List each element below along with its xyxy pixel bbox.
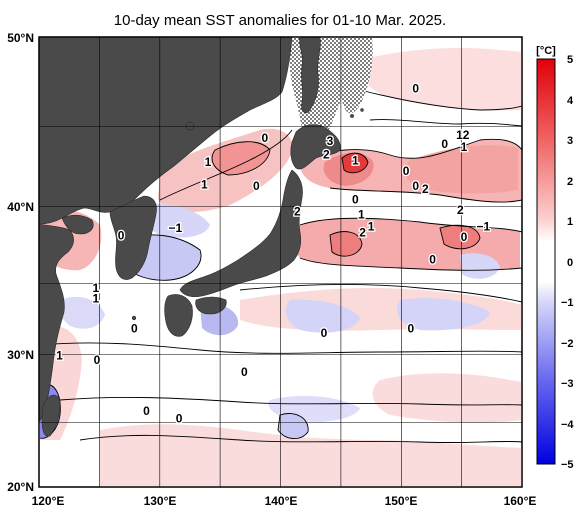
contour-label: 2 — [323, 148, 330, 162]
contour-label: 0 — [408, 322, 415, 336]
contour-label: 0 — [143, 404, 150, 418]
contour-label: 0 — [461, 230, 468, 244]
contour-label: 1 — [92, 292, 99, 306]
colorbar: [°C] 5 4 3 2 1 0 −1 −2 −3 −4 −5 — [536, 45, 574, 471]
colorbar-tick-label: −4 — [561, 419, 574, 431]
contour-lines — [39, 89, 522, 444]
colorbar-ticks: 5 4 3 2 1 0 −1 −2 −3 −4 −5 — [561, 54, 574, 471]
warm-anomaly-region — [342, 153, 368, 173]
cool-anomaly-region — [139, 203, 210, 238]
contour-label: 1 — [92, 281, 99, 295]
contour-label: 1 — [461, 140, 468, 154]
land-hokkaido — [290, 124, 341, 170]
warm-anomaly-region — [440, 225, 480, 249]
lon-tick-label: 160°E — [504, 494, 537, 508]
colorbar-scale — [536, 58, 556, 465]
contour-label: 1 — [205, 155, 212, 169]
cool-anomaly-region — [58, 296, 105, 329]
warm-anomaly-region — [359, 48, 522, 111]
contour-label: 0 — [412, 179, 419, 193]
contour-label: 3 — [327, 134, 334, 148]
contour-label: 0 — [352, 193, 359, 207]
colorbar-tick-label: 0 — [567, 257, 573, 269]
cool-anomaly-region — [396, 298, 490, 331]
map-title: 10-day mean SST anomalies for 01-10 Mar.… — [113, 12, 447, 29]
cool-anomaly-region — [278, 413, 309, 439]
contour-label: −1 — [169, 221, 183, 235]
contour-label: 2 — [422, 182, 429, 196]
colorbar-tick-label: −2 — [561, 338, 574, 350]
lat-tick-label: 50°N — [7, 31, 34, 45]
colorbar-tick-label: 2 — [567, 176, 573, 188]
cool-anomaly-region — [285, 299, 360, 333]
land-taiwan — [41, 394, 61, 437]
contour-label: 0 — [176, 412, 183, 426]
contour-label: 12 — [456, 128, 470, 142]
lon-tick-label: 120°E — [32, 494, 65, 508]
land-shandong — [61, 214, 94, 235]
contour-label: 0 — [118, 229, 125, 243]
contour-label: 1 — [352, 154, 359, 168]
land — [39, 37, 364, 437]
warm-anomaly-region — [100, 424, 522, 487]
contour-label: 0 — [241, 365, 248, 379]
colorbar-tick-label: −1 — [561, 297, 574, 309]
contour-label: 2 — [294, 205, 301, 219]
land-island — [185, 121, 195, 131]
colorbar-tick-label: 4 — [567, 95, 574, 107]
lat-axis: 50°N 40°N 30°N 20°N — [7, 31, 34, 494]
contour-label: 1 — [201, 178, 208, 192]
contour-label: 0 — [253, 179, 260, 193]
contour-label: 0 — [94, 353, 101, 367]
contour-label: 0 — [261, 131, 268, 145]
contour-label: 0 — [131, 322, 138, 336]
sea-ice-area — [338, 37, 373, 114]
contour-label: 0 — [321, 326, 328, 340]
contour-label: 2 — [457, 203, 464, 217]
land-sakhalin — [299, 37, 321, 114]
lat-tick-label: 20°N — [7, 480, 34, 494]
contour-label: 1 — [56, 349, 63, 363]
contour-label: 1 — [358, 208, 365, 222]
cool-anomaly-region — [460, 253, 500, 279]
land-honshu — [179, 169, 303, 298]
warm-anomaly-region — [372, 373, 522, 423]
colorbar-tick-label: 3 — [567, 135, 573, 147]
colorbar-tick-label: 5 — [567, 54, 573, 66]
colorbar-tick-label: 1 — [567, 216, 573, 228]
warm-anomaly-region — [330, 231, 362, 257]
contour-label: 0 — [412, 82, 419, 96]
contour-label: 0 — [403, 164, 410, 178]
graticule — [39, 37, 522, 487]
land-island — [360, 108, 364, 112]
land-island — [131, 315, 137, 321]
lat-tick-label: 30°N — [7, 348, 34, 362]
contour-label: 1 — [368, 220, 375, 234]
colorbar-tick-label: −5 — [561, 459, 574, 471]
contour-label: 0 — [429, 253, 436, 267]
warm-anomaly-region — [212, 141, 270, 175]
land-island — [350, 114, 354, 118]
contour-label: −1 — [477, 220, 491, 234]
lon-tick-label: 140°E — [265, 494, 298, 508]
colorbar-unit: [°C] — [536, 45, 556, 57]
land-shikoku — [195, 296, 227, 315]
lon-axis: 120°E 130°E 140°E 150°E 160°E — [32, 494, 537, 508]
contour-label: 2 — [359, 226, 366, 240]
lon-tick-label: 150°E — [385, 494, 418, 508]
land-asia — [39, 37, 293, 225]
contour-label: 0 — [441, 137, 448, 151]
colorbar-tick-label: −3 — [561, 378, 574, 390]
land-kyushu — [164, 294, 193, 337]
land-korea — [109, 195, 157, 280]
lon-tick-label: 130°E — [144, 494, 177, 508]
lat-tick-label: 40°N — [7, 200, 34, 214]
